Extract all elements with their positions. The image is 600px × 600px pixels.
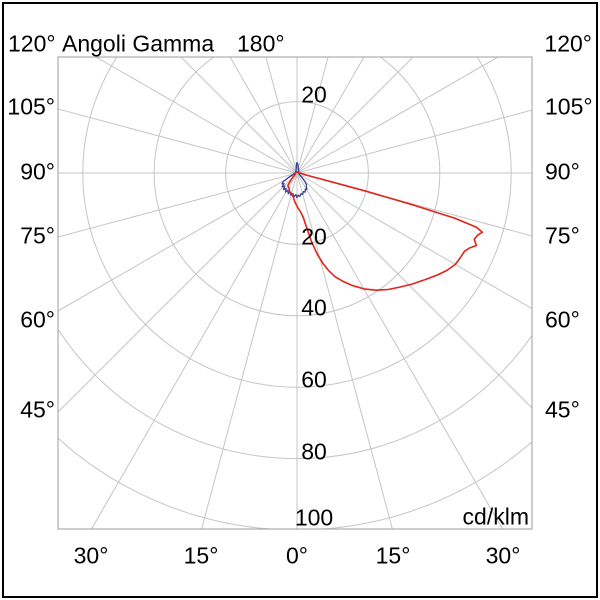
gamma-label-left-90: 90° [20, 158, 55, 185]
radial-tick-20-upper: 20 [301, 81, 327, 108]
chart-title: Angoli Gamma [62, 30, 215, 57]
gamma-label-left-45: 45° [20, 396, 55, 423]
gamma-label-bottom-30L: 30° [73, 542, 109, 569]
gamma-label-left-60: 60° [20, 306, 55, 333]
gamma-label-bottom-15L: 15° [183, 542, 219, 569]
intensity-curves [281, 161, 484, 291]
radial-tick-60: 60 [301, 366, 327, 393]
unit-label: cd/klm [462, 503, 529, 530]
red-curve [287, 171, 484, 291]
blue-curve [281, 161, 308, 199]
gamma-label-bottom-15R: 15° [375, 542, 411, 569]
radial-tick-40: 40 [301, 294, 327, 321]
gamma-label-right-75: 75° [545, 222, 580, 249]
gamma-label-left-75: 75° [20, 222, 55, 249]
gamma-label-180: 180° [237, 30, 285, 57]
gamma-label-right-90: 90° [545, 158, 580, 185]
radial-tick-100: 100 [294, 504, 334, 531]
gamma-label-top-left-120: 120° [8, 30, 56, 57]
radial-tick-20: 20 [301, 223, 327, 250]
radial-tick-80: 80 [301, 438, 327, 465]
gamma-label-bottom-0: 0° [286, 542, 308, 569]
gamma-label-right-45: 45° [545, 396, 580, 423]
gamma-label-right-60: 60° [545, 306, 580, 333]
gamma-label-right-105: 105° [545, 93, 593, 120]
plot-border [57, 56, 533, 530]
gamma-label-bottom-30R: 30° [485, 542, 521, 569]
gamma-label-left-105: 105° [7, 93, 55, 120]
gamma-label-top-right-120: 120° [544, 30, 592, 57]
